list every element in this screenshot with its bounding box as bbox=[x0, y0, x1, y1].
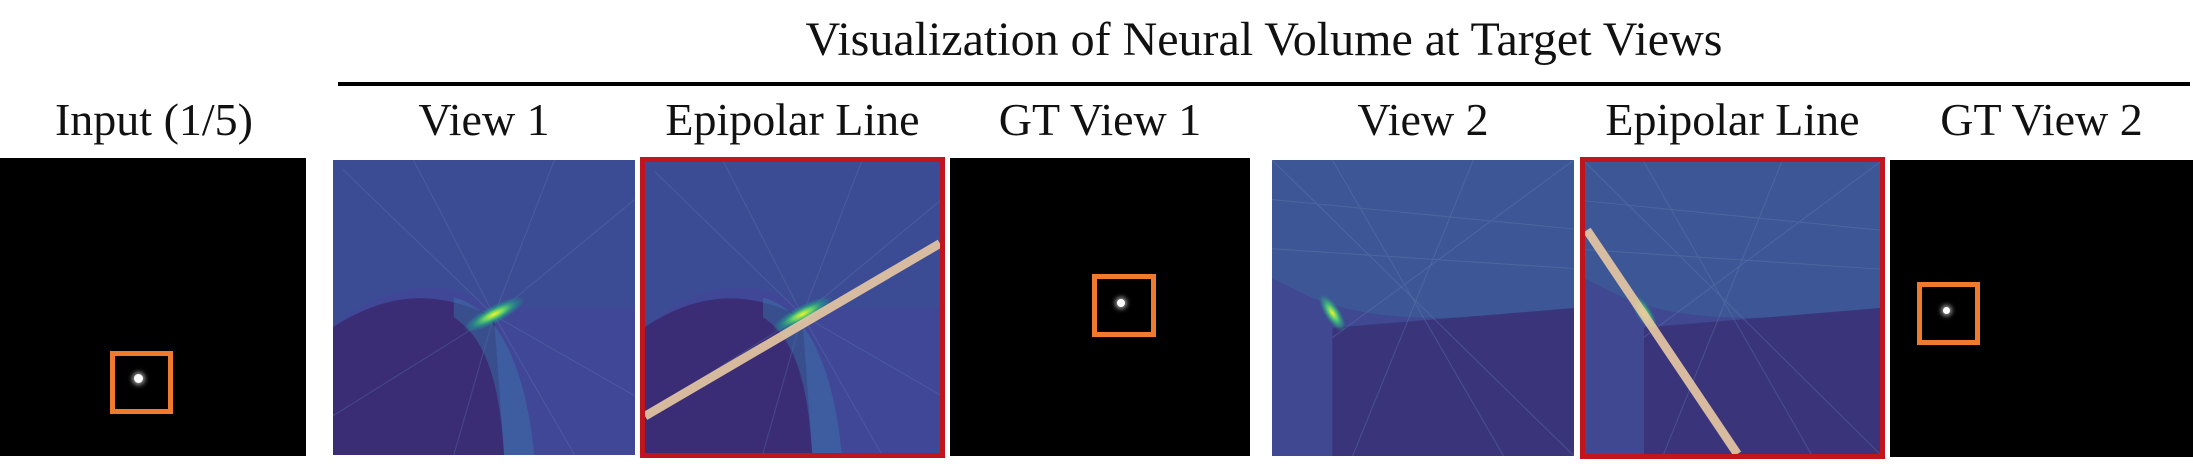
gt1-point bbox=[1117, 299, 1125, 307]
view2-volume-image bbox=[1272, 160, 1574, 456]
input-point bbox=[134, 374, 143, 383]
input-highlight-box bbox=[110, 351, 173, 414]
figure-title: Visualization of Neural Volume at Target… bbox=[805, 13, 1723, 66]
label-epipolar1: Epipolar Line bbox=[665, 94, 920, 145]
gt-view2-image bbox=[1890, 160, 2193, 457]
title-divider bbox=[338, 82, 2190, 86]
gt2-point bbox=[1943, 307, 1950, 314]
label-gt-view1: GT View 1 bbox=[998, 94, 1202, 145]
input-image bbox=[0, 158, 306, 456]
label-view2: View 2 bbox=[1357, 94, 1489, 145]
gt1-highlight-box bbox=[1092, 274, 1156, 337]
label-view1: View 1 bbox=[418, 94, 550, 145]
gt-view1-image bbox=[950, 158, 1250, 456]
epipolar2-volume-image bbox=[1580, 157, 1885, 459]
gt2-highlight-box bbox=[1917, 282, 1980, 345]
label-gt-view2: GT View 2 bbox=[1940, 94, 2143, 145]
label-input: Input (1/5) bbox=[54, 94, 253, 145]
label-epipolar2: Epipolar Line bbox=[1605, 94, 1860, 145]
epipolar1-volume-image bbox=[640, 157, 945, 458]
epipolar-line-1 bbox=[645, 239, 940, 420]
epipolar-line-2 bbox=[1585, 227, 1742, 454]
view1-volume-image bbox=[333, 160, 635, 455]
